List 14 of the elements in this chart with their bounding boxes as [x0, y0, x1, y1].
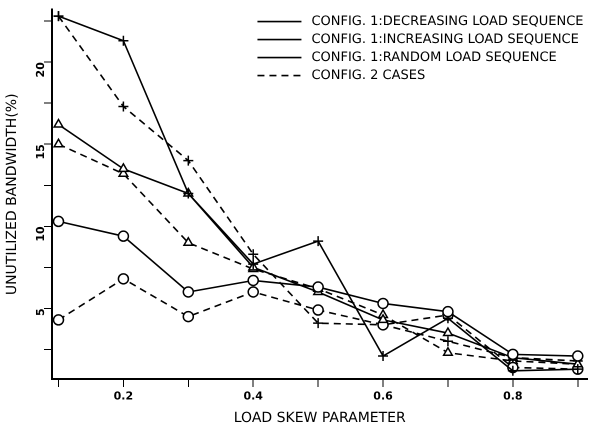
- legend-label: CONFIG. 1:DECREASING LOAD SEQUENCE: [311, 14, 584, 29]
- x-tick-label: 0.6: [373, 389, 394, 402]
- y-axis-title: UNUTILIZED BANDWIDTH(%): [4, 93, 20, 296]
- y-tick-label: 10: [34, 226, 47, 242]
- y-tick-label: 20: [34, 62, 47, 78]
- y-tick-label: 5: [34, 308, 47, 316]
- x-tick-label: 0.4: [243, 389, 264, 402]
- x-axis-title: LOAD SKEW PARAMETER: [234, 410, 406, 426]
- legend-label: CONFIG. 2 CASES: [311, 68, 426, 83]
- x-tick-label: 0.2: [114, 389, 134, 402]
- legend-label: CONFIG. 1:INCREASING LOAD SEQUENCE: [311, 32, 579, 47]
- x-tick-label: 0.8: [503, 389, 523, 402]
- y-tick-label: 15: [34, 144, 47, 160]
- legend-label: CONFIG. 1:RANDOM LOAD SEQUENCE: [311, 50, 557, 65]
